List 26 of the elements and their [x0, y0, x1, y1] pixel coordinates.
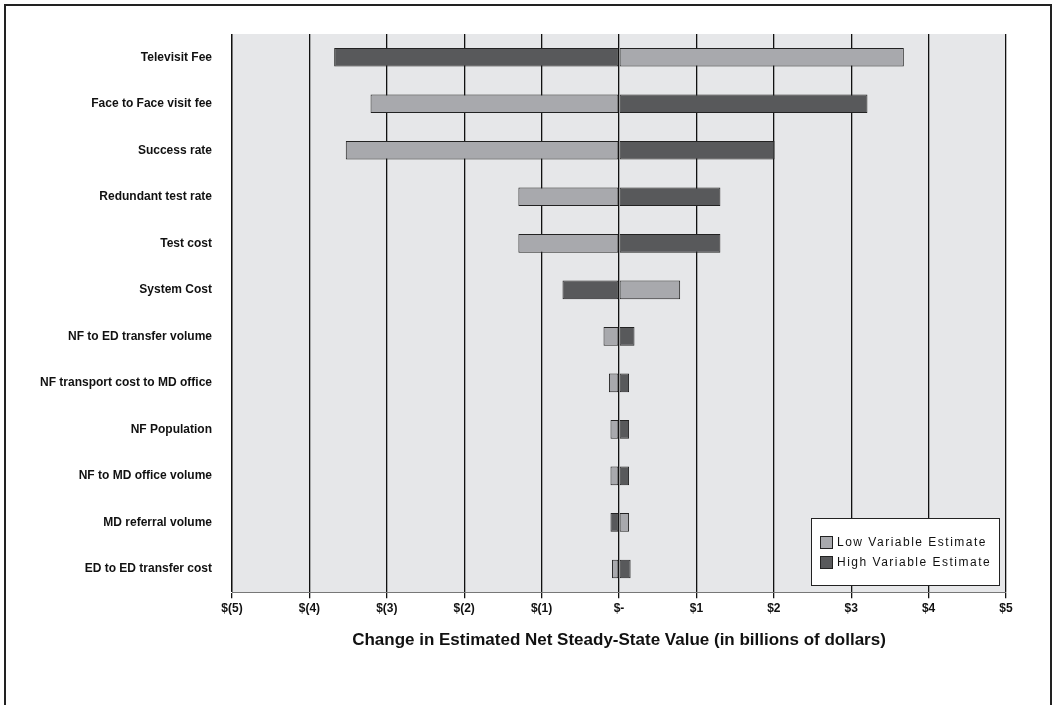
x-tick-label: $(4)	[298, 600, 321, 615]
x-axis-title: Change in Estimated Net Steady-State Value (in billions of dollars)	[352, 630, 886, 650]
y-tick-label: NF transport cost to MD office	[39, 375, 213, 390]
x-tick-label: $(2)	[453, 600, 475, 615]
y-tick-label: Televisit Fee	[140, 49, 213, 64]
x-tick-label: $5	[999, 600, 1013, 615]
legend-label: Low Variable Estimate	[837, 535, 987, 550]
y-tick-label: Test cost	[160, 235, 212, 250]
y-tick-label: ED to ED transfer cost	[84, 561, 213, 576]
x-tick-label: $1	[689, 600, 704, 615]
x-tick-label: $2	[767, 600, 781, 615]
y-tick-label: NF to MD office volume	[78, 468, 213, 483]
y-tick-label: Redundant test rate	[99, 189, 213, 204]
y-tick-label: Success rate	[137, 142, 213, 157]
y-tick-label: NF to ED transfer volume	[67, 328, 213, 343]
x-tick-label: $-	[613, 600, 625, 615]
x-tick-label: $(3)	[376, 600, 398, 615]
y-tick-label: NF Population	[130, 421, 212, 436]
legend-label: High Variable Estimate	[837, 555, 992, 570]
y-tick-label: Face to Face visit fee	[91, 96, 213, 111]
x-tick-label: $4	[921, 600, 936, 615]
y-tick-label: System Cost	[139, 282, 212, 297]
y-tick-label: MD referral volume	[103, 514, 213, 529]
x-tick-label: $(1)	[530, 600, 553, 615]
x-tick-label: $3	[844, 600, 859, 615]
x-tick-label: $(5)	[221, 600, 243, 615]
